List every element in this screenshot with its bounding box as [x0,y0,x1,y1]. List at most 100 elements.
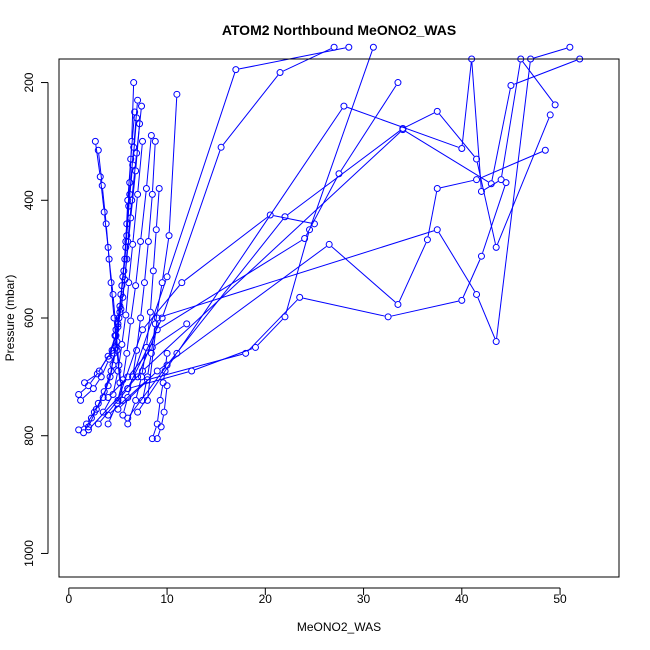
series-segment [285,232,310,314]
data-point [147,132,155,140]
data-point [384,313,392,321]
series-segment [102,188,107,221]
series-segment [100,180,105,209]
series-27 [84,55,584,434]
series-segment [273,215,312,224]
series-segment [222,74,279,145]
data-point [109,290,117,298]
data-point [120,267,128,275]
y-tick-label: 600 [22,308,36,328]
data-point [124,373,132,381]
series-segment [90,373,141,428]
series-segment [130,115,135,156]
series-segment [497,117,550,245]
series-segment [184,216,268,281]
series-17 [114,211,318,404]
data-point [137,314,145,322]
series-segment [164,389,168,409]
data-point [394,300,402,308]
series-segment [168,219,284,363]
data-point [160,408,168,416]
series-segment [405,112,435,128]
series-segment [303,297,385,317]
series-segment [347,106,459,148]
data-point [133,149,141,157]
series-segment [152,144,156,191]
series-segment [110,286,115,315]
series-segment [146,138,152,186]
data-point [75,391,83,399]
series-segment [124,244,128,277]
series-segment [105,227,110,256]
x-tick-label: 50 [553,592,567,606]
series-segment [140,191,147,239]
series-segment [120,373,156,408]
series-segment [533,47,567,59]
series-segment [119,274,124,303]
series-segment [310,50,373,227]
series-segment [133,279,167,374]
series-segment [126,324,131,350]
data-point [132,167,140,175]
data-point [281,313,289,321]
data-point [143,376,151,384]
series-14 [148,349,171,443]
series-segment [514,59,577,85]
series-segment [153,233,157,268]
data-point [281,213,289,221]
series-segment [90,373,98,384]
series-segment [110,379,126,396]
y-axis-label: Pressure (mbar) [3,275,17,362]
data-point [458,144,466,152]
series-segment [126,197,130,233]
series-segment [132,197,138,241]
series-segment [144,244,149,280]
y-tick-label: 800 [22,425,36,445]
data-point [80,429,88,437]
data-point [104,420,112,428]
data-point [266,211,274,219]
data-point [124,420,132,428]
data-point [98,182,106,190]
series-segment [140,286,145,315]
series-segment [127,162,131,197]
series-segment [168,97,178,233]
data-point [108,346,116,354]
data-point [433,107,441,115]
series-segment [239,47,346,70]
x-tick-label: 10 [160,592,174,606]
data-point [217,143,225,151]
data-point [107,367,115,375]
data-point [134,190,142,198]
data-point [148,343,156,351]
data-point [116,302,124,310]
data-point [92,405,100,413]
data-point [153,326,161,334]
data-point [148,190,156,198]
series-22 [104,179,510,419]
data-point [473,290,481,298]
series-segment [113,321,118,347]
series-12 [94,146,127,404]
x-axis-label: MeONO2_WAS [297,620,381,634]
data-point [115,361,123,369]
series-segment [482,185,506,254]
series-7 [99,137,147,416]
series-segment [144,285,180,328]
data-point [134,96,142,104]
x-tick-label: 40 [455,592,469,606]
series-segment [257,318,283,346]
series-segment [129,150,134,191]
series-segment [398,242,427,302]
series-segment [160,230,435,318]
series-segment [427,191,438,237]
series-segment [150,274,154,309]
data-point [325,240,333,248]
data-point [109,391,117,399]
series-segment [522,61,554,103]
y-axis: 200 400 600 800 1000 [22,72,49,567]
data-point [153,435,161,443]
data-point [163,382,171,390]
series-segment [131,86,135,138]
